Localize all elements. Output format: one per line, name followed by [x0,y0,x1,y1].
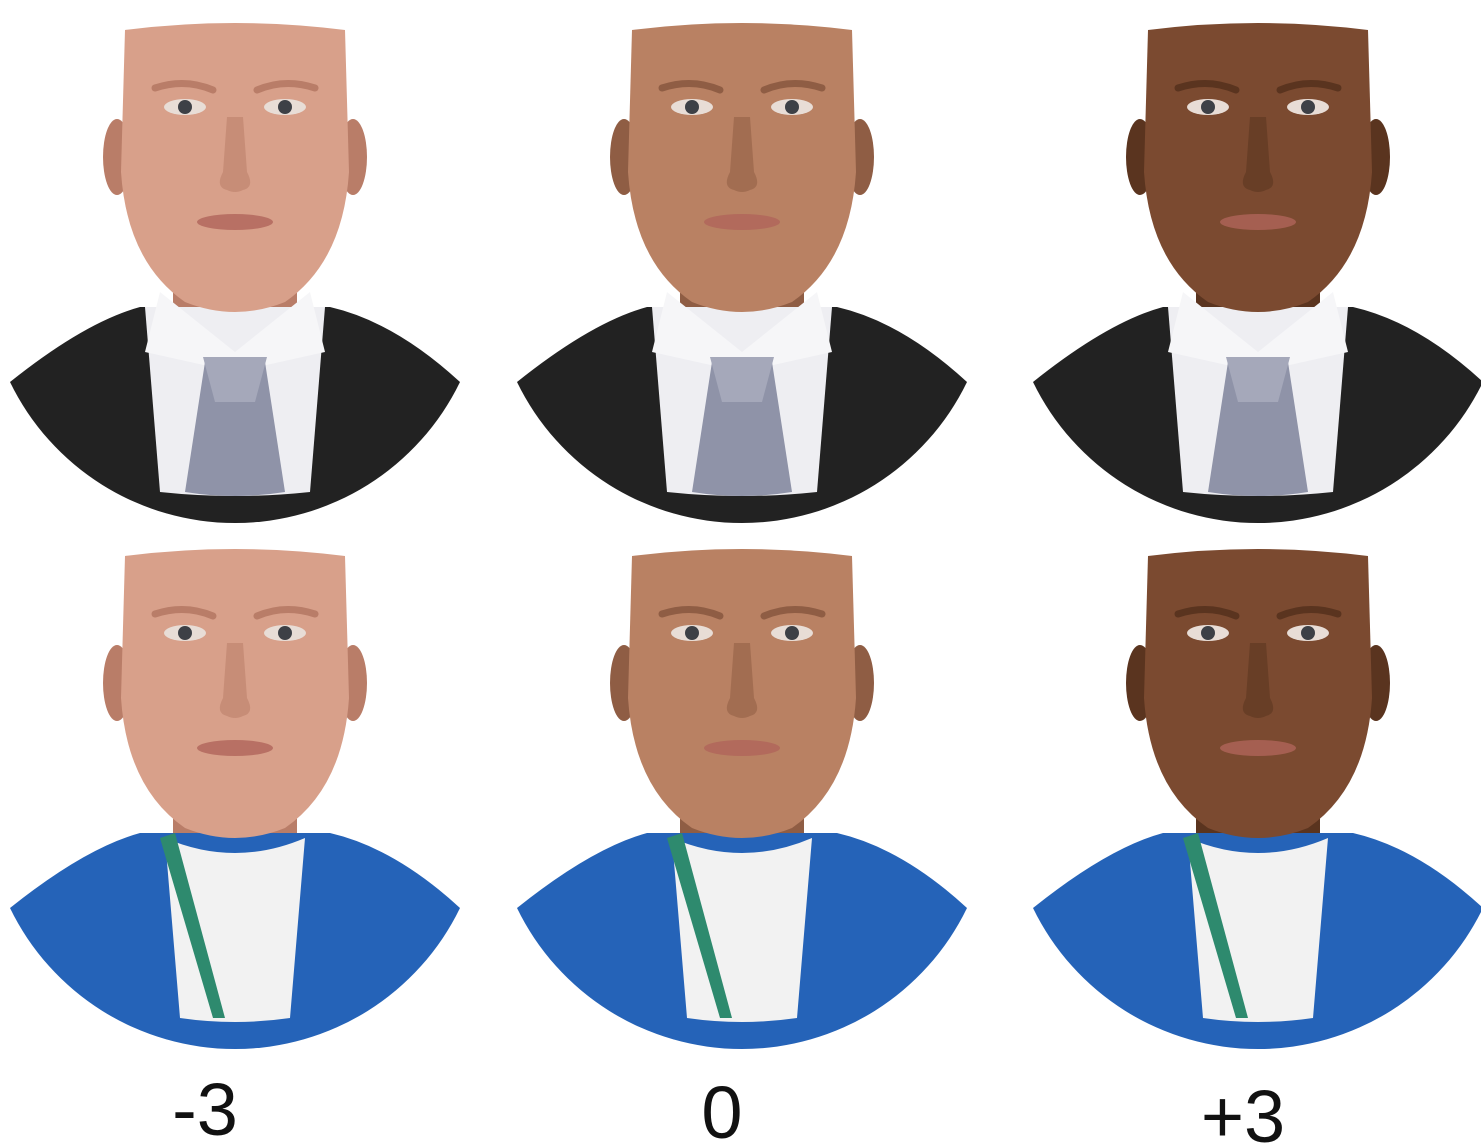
column-label: +3 [1201,1075,1285,1147]
column-label: -3 [172,1068,238,1147]
face-portrait [10,549,460,1049]
mouth [197,740,273,756]
page: -3 0 +3 (() => { const data = JSON.parse… [0,0,1481,1147]
iris [178,100,192,114]
iris [685,100,699,114]
mouth [197,214,273,230]
iris [1301,626,1315,640]
iris [785,100,799,114]
undershirt [165,838,305,1022]
undershirt [672,838,812,1022]
mouth [1220,214,1296,230]
face-portrait [517,549,967,1049]
iris [785,626,799,640]
mouth [1220,740,1296,756]
undershirt [1188,838,1328,1022]
face-portrait [517,23,967,523]
face-grid: -3 0 +3 [0,0,1481,1147]
face-portrait [1033,549,1481,1049]
iris [278,626,292,640]
column-label: 0 [701,1071,742,1147]
face-portrait [10,23,460,523]
iris [1201,626,1215,640]
iris [1301,100,1315,114]
iris [685,626,699,640]
mouth [704,214,780,230]
iris [178,626,192,640]
face-portrait [1033,23,1481,523]
iris [1201,100,1215,114]
mouth [704,740,780,756]
iris [278,100,292,114]
